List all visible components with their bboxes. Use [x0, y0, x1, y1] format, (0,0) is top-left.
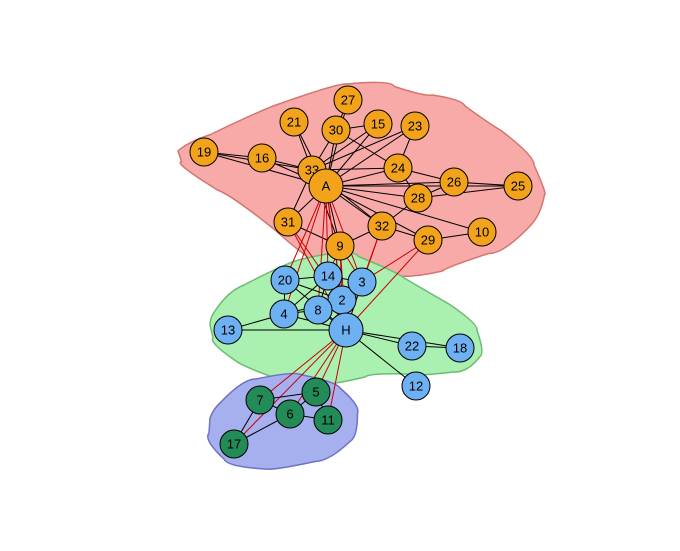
- node-30: 30: [322, 116, 350, 144]
- node-28: 28: [404, 184, 432, 212]
- node-27: 27: [334, 86, 362, 114]
- node-6: 6: [276, 400, 304, 428]
- node-13: 13: [214, 316, 242, 344]
- network-graph: 2345678910111213141516171819202122232425…: [0, 0, 680, 551]
- node-18: 18: [446, 334, 474, 362]
- node-14: 14: [314, 262, 342, 290]
- node-31: 31: [274, 208, 302, 236]
- node-29: 29: [414, 226, 442, 254]
- node-16: 16: [248, 144, 276, 172]
- node-5: 5: [302, 378, 330, 406]
- node-21: 21: [280, 108, 308, 136]
- node-9: 9: [326, 232, 354, 260]
- node-A: A: [309, 169, 343, 203]
- node-3: 3: [348, 268, 376, 296]
- node-12: 12: [402, 372, 430, 400]
- node-7: 7: [246, 386, 274, 414]
- node-25: 25: [504, 172, 532, 200]
- node-15: 15: [364, 110, 392, 138]
- node-20: 20: [271, 266, 299, 294]
- cluster-red_cluster: [178, 82, 545, 276]
- node-10: 10: [468, 218, 496, 246]
- node-23: 23: [401, 112, 429, 140]
- node-22: 22: [398, 332, 426, 360]
- node-24: 24: [384, 154, 412, 182]
- node-11: 11: [314, 406, 342, 434]
- node-26: 26: [440, 168, 468, 196]
- node-4: 4: [270, 300, 298, 328]
- node-17: 17: [220, 430, 248, 458]
- node-19: 19: [190, 138, 218, 166]
- node-32: 32: [368, 212, 396, 240]
- node-8: 8: [304, 296, 332, 324]
- node-H: H: [329, 313, 363, 347]
